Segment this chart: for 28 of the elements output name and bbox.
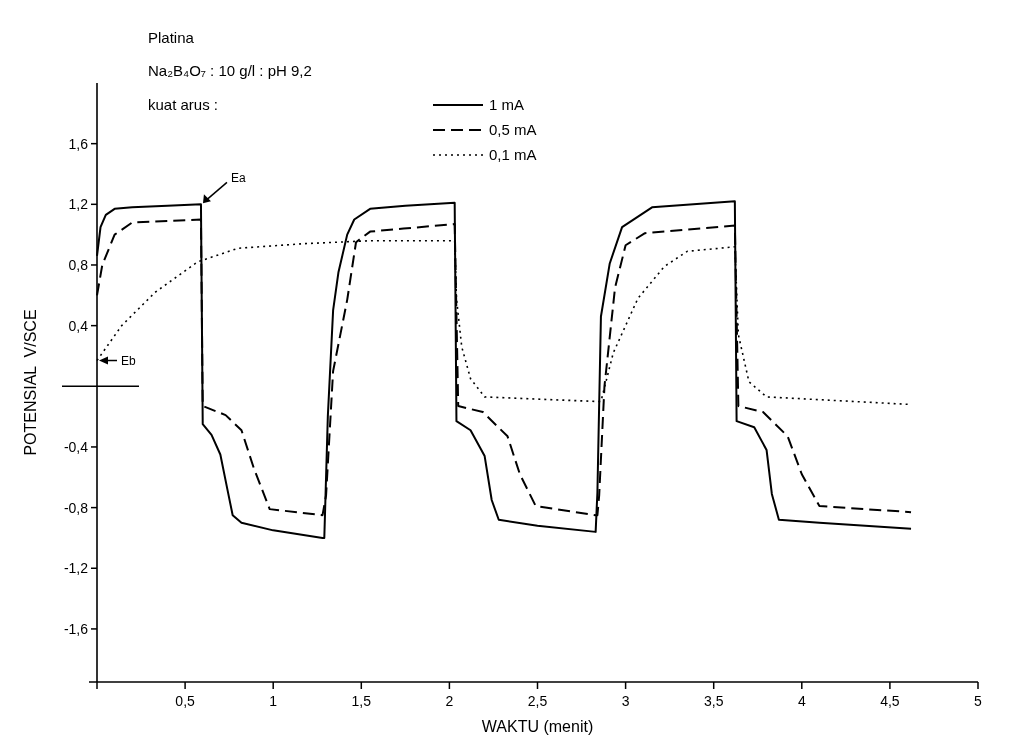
y-tick-label: 1,6 xyxy=(68,135,89,152)
y-tick-label: -1,2 xyxy=(63,560,89,577)
y-tick-label: 1,2 xyxy=(68,196,89,213)
y-tick-label: -0,8 xyxy=(63,499,89,516)
legend-label: 1 mA xyxy=(489,96,525,113)
legend-label: 0,1 mA xyxy=(489,146,537,163)
x-tick-label: 2,5 xyxy=(527,693,548,709)
legend-label: 0,5 mA xyxy=(489,121,537,138)
y-tick-label: -1,6 xyxy=(63,620,89,637)
x-tick-label: 1 xyxy=(269,693,278,709)
legend-title: kuat arus : xyxy=(148,96,219,113)
x-tick-label: 5 xyxy=(974,693,983,709)
x-tick-label: 3 xyxy=(621,693,630,709)
x-tick-label: 2 xyxy=(445,693,454,709)
y-tick-label: -0,4 xyxy=(63,438,89,455)
annotation: Ea xyxy=(230,171,246,186)
y-tick-label: 0,8 xyxy=(68,256,89,273)
x-tick-label: 1,5 xyxy=(351,693,372,709)
y-axis-title: POTENSIAL V/SCE xyxy=(22,309,39,456)
x-axis-title: WAKTU (menit) xyxy=(481,718,594,735)
x-tick-label: 3,5 xyxy=(703,693,724,709)
x-tick-label: 4,5 xyxy=(880,693,900,709)
x-tick-label: 0,5 xyxy=(175,693,196,709)
chart-subtitle: Na₂B₄O₇ : 10 g/l : pH 9,2 xyxy=(148,62,312,79)
x-tick-label: 4 xyxy=(797,693,806,709)
chart-title: Platina xyxy=(148,29,195,46)
y-tick-label: 0,4 xyxy=(68,317,89,334)
annotation: Eb xyxy=(121,353,136,368)
